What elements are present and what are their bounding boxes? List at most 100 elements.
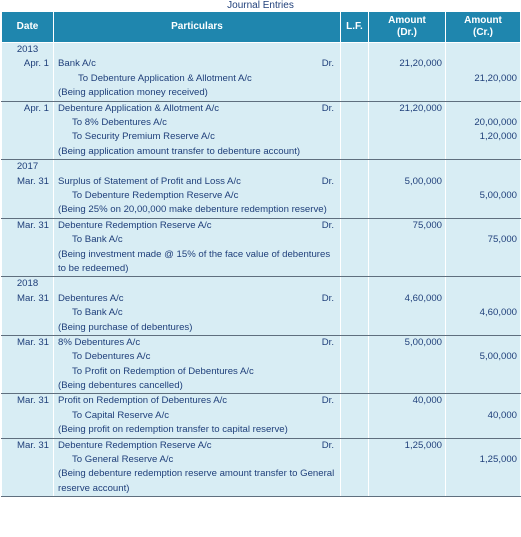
year-label: 2017 (1, 159, 54, 175)
credit-amount-cell: 20,00,000 1,20,000 (445, 101, 521, 161)
debit-amount: 4,60,000 (404, 292, 442, 304)
entry-date-cell: Mar. 31 (1, 438, 54, 498)
debit-amount-cell: 5,00,000 (368, 174, 446, 219)
year-label: 2013 (1, 42, 54, 58)
lf-header: L.F. (340, 11, 369, 43)
empty-cell (368, 276, 446, 292)
debit-line: Debenture Redemption Reserve A/c Dr. (58, 219, 340, 233)
entry-date: Mar. 31 (17, 292, 49, 304)
page-title: Journal Entries (227, 0, 294, 11)
credit-account: To Capital Reserve A/c (72, 409, 170, 421)
debit-account: 8% Debentures A/c (58, 336, 141, 348)
entry-particulars: Debenture Application & Allotment A/c Dr.… (53, 101, 341, 161)
credit-amount-cell: 4,60,000 (445, 291, 521, 336)
dr-mark: Dr. (321, 102, 334, 114)
year-label: 2018 (1, 276, 54, 292)
entry-particulars: Debentures A/c Dr. To Bank A/c (Being purch… (53, 291, 341, 336)
debit-amount: 21,20,000 (399, 102, 442, 114)
credit-amount-cell: 1,25,000 (445, 438, 521, 498)
journal-entry-row: Mar. 31 Debenture Redemption Reserve A/c D… (1, 438, 521, 498)
credit-amount: 40,000 (487, 409, 517, 421)
debit-amount: 75,000 (412, 219, 442, 231)
debit-amount-cell: 40,000 (368, 393, 446, 439)
journal-table: Date Particulars L.F. Amount (Dr.) Amoun… (1, 11, 521, 498)
empty-cell (368, 42, 446, 58)
lf-cell (340, 291, 369, 336)
credit-account: To Bank A/c (72, 234, 123, 246)
narration: (Being debentures cancelled) (58, 380, 183, 392)
debit-account: Debenture Redemption Reserve A/c (58, 219, 212, 231)
narration: (Being investment made @ 15% of the face… (58, 248, 331, 274)
credit-amount-cell: 21,20,000 (445, 57, 521, 102)
credit-amount: 20,00,000 (474, 116, 517, 128)
debit-amount: 40,000 (412, 395, 442, 407)
narration: (Being application money received) (58, 87, 208, 99)
debit-amount-cell: 5,00,000 (368, 335, 446, 395)
credit-account: To Profit on Redemption of Debentures A/… (72, 365, 254, 377)
dr-mark: Dr. (321, 292, 334, 304)
entry-particulars: Debenture Redemption Reserve A/c Dr. To Ge… (53, 438, 341, 498)
lf-cell (340, 393, 369, 439)
debit-amount: 5,00,000 (404, 175, 442, 187)
credit-account: To Bank A/c (72, 307, 123, 319)
debit-line: Bank A/c Dr. (58, 57, 340, 71)
header-row: Date Particulars L.F. Amount (Dr.) Amoun… (1, 11, 521, 43)
credit-account: To Debenture Redemption Reserve A/c (72, 189, 239, 201)
empty-cell (53, 42, 341, 58)
journal-entry-row: Mar. 31 Surplus of Statement of Profit an… (1, 174, 521, 219)
credit-amount-cell: 75,000 (445, 218, 521, 278)
credit-amount-cell: 5,00,000 (445, 174, 521, 219)
entry-date-cell: Mar. 31 (1, 335, 54, 395)
debit-account: Surplus of Statement of Profit and Loss … (58, 175, 241, 187)
entry-date: Mar. 31 (17, 219, 49, 231)
entry-particulars: Debenture Redemption Reserve A/c Dr. To Ba… (53, 218, 341, 278)
dr-mark: Dr. (321, 336, 334, 348)
empty-cell (340, 42, 369, 58)
debit-amount-cell: 4,60,000 (368, 291, 446, 336)
narration: (Being profit on redemption transfer to … (58, 424, 288, 436)
debit-account: Debenture Application & Allotment A/c (58, 102, 220, 114)
credit-amount: 4,60,000 (479, 307, 517, 319)
debit-header-line2: (Dr.) (397, 27, 417, 38)
entry-date: Mar. 31 (17, 395, 49, 407)
empty-cell (340, 159, 369, 175)
debit-line: 8% Debentures A/c Dr. (58, 336, 340, 350)
year-text: 2013 (16, 44, 39, 55)
date-header: Date (1, 11, 54, 43)
dr-mark: Dr. (321, 395, 334, 407)
entry-particulars: 8% Debentures A/c Dr. To Debentures A/c To … (53, 335, 341, 395)
journal-entry-row: Apr. 1 Bank A/c Dr. To Debenture Applicatio… (1, 57, 521, 102)
credit-amount: 1,20,000 (479, 131, 517, 143)
credit-amount: 75,000 (487, 234, 517, 246)
credit-account: To Debenture Application & Allotment A/c (78, 72, 252, 84)
entry-date: Mar. 31 (17, 175, 49, 187)
entry-date-cell: Apr. 1 (1, 101, 54, 161)
credit-amount: 21,20,000 (474, 72, 517, 84)
entry-date: Apr. 1 (23, 102, 49, 114)
debit-amount: 5,00,000 (404, 336, 442, 348)
entry-date-cell: Apr. 1 (1, 57, 54, 102)
lf-cell (340, 174, 369, 219)
entry-particulars: Profit on Redemption of Debentures A/c Dr… (53, 393, 341, 439)
narration: (Being application amount transfer to de… (58, 145, 301, 157)
entry-date: Apr. 1 (23, 58, 49, 70)
entry-date-cell: Mar. 31 (1, 393, 54, 439)
year-row: 2018 (1, 276, 521, 292)
credit-amount-cell: 5,00,000 (445, 335, 521, 395)
credit-amount: 1,25,000 (479, 454, 517, 466)
debit-line: Debenture Redemption Reserve A/c Dr. (58, 439, 340, 453)
particulars-header: Particulars (53, 11, 341, 43)
lf-cell (340, 57, 369, 102)
empty-cell (445, 42, 521, 58)
credit-amount: 5,00,000 (479, 351, 517, 363)
entry-date: Mar. 31 (17, 336, 49, 348)
entry-date-cell: Mar. 31 (1, 174, 54, 219)
entry-date: Mar. 31 (17, 439, 49, 451)
dr-mark: Dr. (321, 175, 334, 187)
journal-entry-row: Apr. 1 Debenture Application & Allotment … (1, 101, 521, 161)
narration: (Being debenture redemption reserve amou… (58, 468, 335, 494)
lf-cell (340, 438, 369, 498)
credit-header-line2: (Cr.) (473, 27, 493, 38)
journal-entry-row: Mar. 31 8% Debentures A/c Dr. To Debentures… (1, 335, 521, 395)
debit-amount-cell: 21,20,000 (368, 101, 446, 161)
